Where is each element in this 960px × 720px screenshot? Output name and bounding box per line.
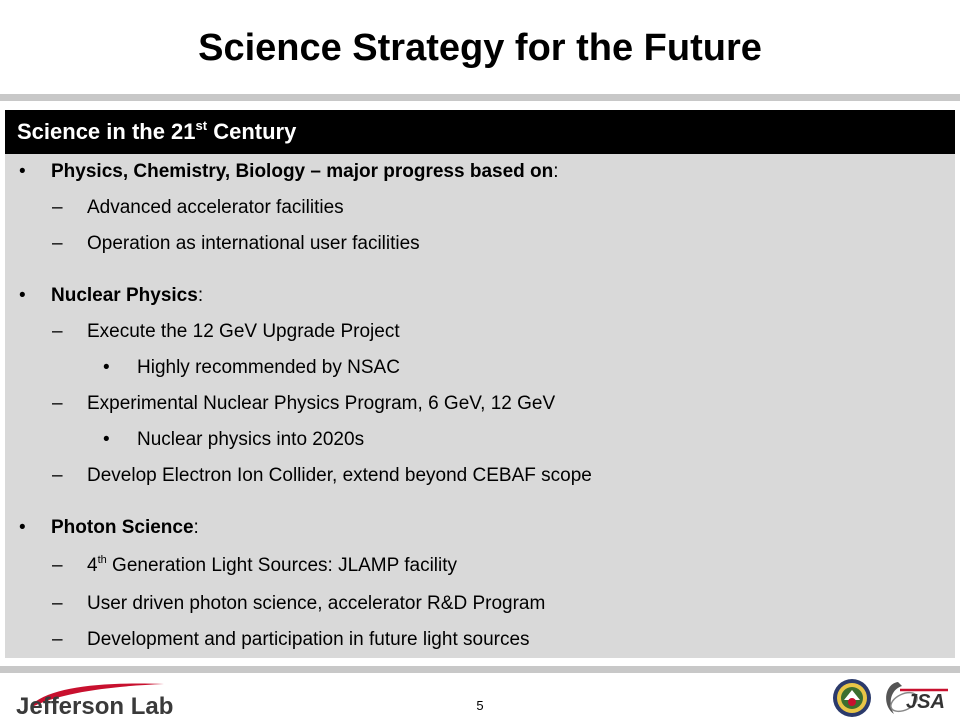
sub-bullet-user-driven: – User driven photon science, accelerato… bbox=[52, 592, 545, 616]
sub-bullet-text-pre: 4 bbox=[87, 555, 98, 576]
sub-bullet-electron-ion-collider: – Develop Electron Ion Collider, extend … bbox=[52, 464, 592, 488]
bullet-photon-science: • Photon Science: bbox=[19, 516, 199, 540]
bullet-rest-text: : bbox=[197, 285, 204, 306]
bullet-marker: • bbox=[103, 429, 110, 450]
jefferson-lab-logo: Jefferson Lab bbox=[16, 683, 173, 718]
dash-marker: – bbox=[52, 593, 63, 614]
bullet-marker: • bbox=[19, 285, 26, 306]
dash-marker: – bbox=[52, 465, 63, 486]
sub-bullet-4th-generation: – 4th Generation Light Sources: JLAMP fa… bbox=[52, 554, 457, 578]
sub-bullet-user-facilities: – Operation as international user facili… bbox=[52, 232, 420, 256]
dash-marker: – bbox=[52, 393, 63, 414]
page-number: 5 bbox=[476, 698, 484, 713]
sub-sub-bullet-nsac: • Highly recommended by NSAC bbox=[103, 356, 400, 380]
bullet-nuclear-physics: • Nuclear Physics: bbox=[19, 284, 203, 308]
sub-bullet-12gev-upgrade: – Execute the 12 GeV Upgrade Project bbox=[52, 320, 400, 344]
sub-bullet-nuclear-program: – Experimental Nuclear Physics Program, … bbox=[52, 392, 555, 416]
jsa-logo: JSA bbox=[886, 682, 948, 714]
sub-bullet-accelerator-facilities: – Advanced accelerator facilities bbox=[52, 196, 344, 220]
sub-bullet-text: Advanced accelerator facilities bbox=[87, 197, 344, 218]
sub-bullet-text: User driven photon science, accelerator … bbox=[87, 593, 546, 614]
content-panel bbox=[5, 110, 955, 658]
sub-bullet-text-post: Generation Light Sources: JLAMP facility bbox=[106, 555, 458, 576]
doe-seal-icon bbox=[833, 679, 871, 717]
bullet-bold-text: Physics, Chemistry, Biology – major prog… bbox=[51, 161, 554, 182]
bullet-physics-chemistry-biology: • Physics, Chemistry, Biology – major pr… bbox=[19, 160, 559, 184]
sub-bullet-text: Operation as international user faciliti… bbox=[87, 233, 420, 254]
top-divider bbox=[0, 94, 960, 101]
sub-sub-bullet-2020s: • Nuclear physics into 2020s bbox=[103, 428, 364, 452]
sub-bullet-text: Development and participation in future … bbox=[87, 629, 530, 650]
dash-marker: – bbox=[52, 555, 63, 576]
section-header: Science in the 21st Century bbox=[5, 110, 955, 154]
dash-marker: – bbox=[52, 321, 63, 342]
dash-marker: – bbox=[52, 233, 63, 254]
section-header-text: Science in the 21 bbox=[17, 119, 196, 144]
bullet-bold-text: Nuclear Physics bbox=[51, 285, 198, 306]
bullet-marker: • bbox=[103, 357, 110, 378]
bottom-divider bbox=[0, 666, 960, 673]
section-header-tail: Century bbox=[207, 119, 297, 144]
bullet-marker: • bbox=[19, 517, 26, 538]
dash-marker: – bbox=[52, 629, 63, 650]
bullet-rest-text: : bbox=[553, 161, 559, 182]
bullet-bold-text: Photon Science bbox=[51, 517, 194, 538]
sub-bullet-future-light-sources: – Development and participation in futur… bbox=[52, 628, 530, 652]
bullet-marker: • bbox=[19, 161, 26, 182]
slide-title: Science Strategy for the Future bbox=[198, 27, 762, 69]
bullet-rest-text: : bbox=[193, 517, 199, 538]
sub-bullet-text: Execute the 12 GeV Upgrade Project bbox=[87, 321, 400, 342]
logo-text: Jefferson Lab bbox=[16, 693, 173, 718]
section-header-sup: st bbox=[195, 118, 208, 133]
sub-sub-bullet-text: Nuclear physics into 2020s bbox=[137, 429, 365, 450]
sub-bullet-text: Develop Electron Ion Collider, extend be… bbox=[87, 465, 592, 486]
sub-bullet-sup: th bbox=[97, 554, 107, 566]
dash-marker: – bbox=[52, 197, 63, 218]
sub-bullet-text: Experimental Nuclear Physics Program, 6 … bbox=[87, 393, 556, 414]
sub-sub-bullet-text: Highly recommended by NSAC bbox=[137, 357, 400, 378]
jsa-text: JSA bbox=[906, 691, 945, 713]
